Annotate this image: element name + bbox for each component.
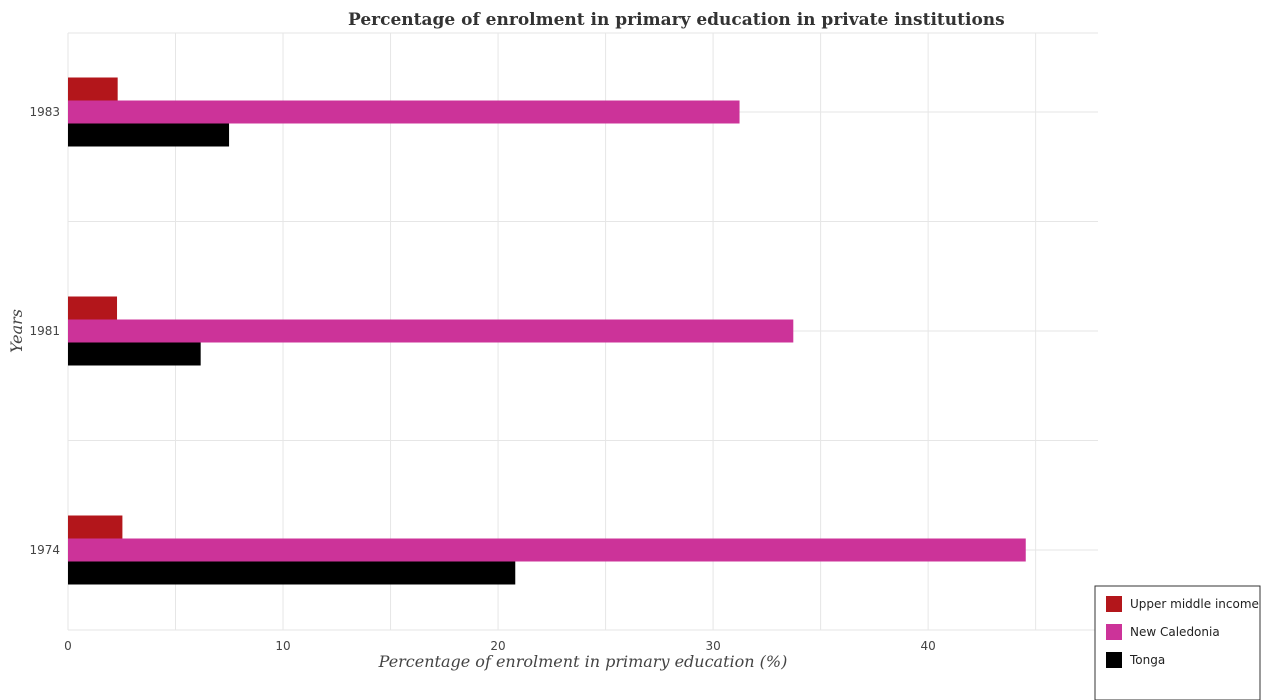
y-tick-label: 1974 [29,543,60,557]
y-axis-ticks: 1974 1981 1983 [29,105,60,557]
x-tick-label: 10 [275,639,290,653]
legend-box [1094,585,1261,700]
legend: Upper middle income New Caledonia Tonga [1094,585,1261,700]
legend-label: New Caledonia [1130,625,1220,639]
chart-title: Percentage of enrolment in primary educa… [348,10,1005,30]
bar-new-caledonia-1974 [68,538,1026,562]
legend-label: Upper middle income [1130,597,1259,611]
bar-upper-middle-income-1983 [68,77,118,101]
legend-label: Tonga [1129,653,1165,667]
legend-swatch [1106,624,1122,640]
bar-new-caledonia-1981 [68,319,794,343]
x-tick-label: 20 [490,639,505,653]
x-tick-label: 40 [920,639,935,653]
bar-tonga-1983 [68,123,230,147]
x-axis-ticks: 0 10 20 30 40 [64,639,936,653]
y-tick-label: 1983 [29,105,60,119]
x-axis-label: Percentage of enrolment in primary educa… [378,652,788,671]
y-tick-label: 1981 [29,324,60,338]
y-axis-label: Years [7,309,26,353]
legend-swatch [1106,596,1122,612]
bar-tonga-1974 [68,561,516,585]
bar-new-caledonia-1983 [68,100,740,124]
bar-tonga-1981 [68,342,201,366]
legend-swatch [1106,652,1122,668]
bars [68,77,1026,585]
x-tick-label: 0 [64,639,72,653]
x-tick-label: 30 [705,639,720,653]
bar-upper-middle-income-1974 [68,515,123,539]
plot-area [67,32,1098,631]
bar-upper-middle-income-1981 [68,296,118,320]
